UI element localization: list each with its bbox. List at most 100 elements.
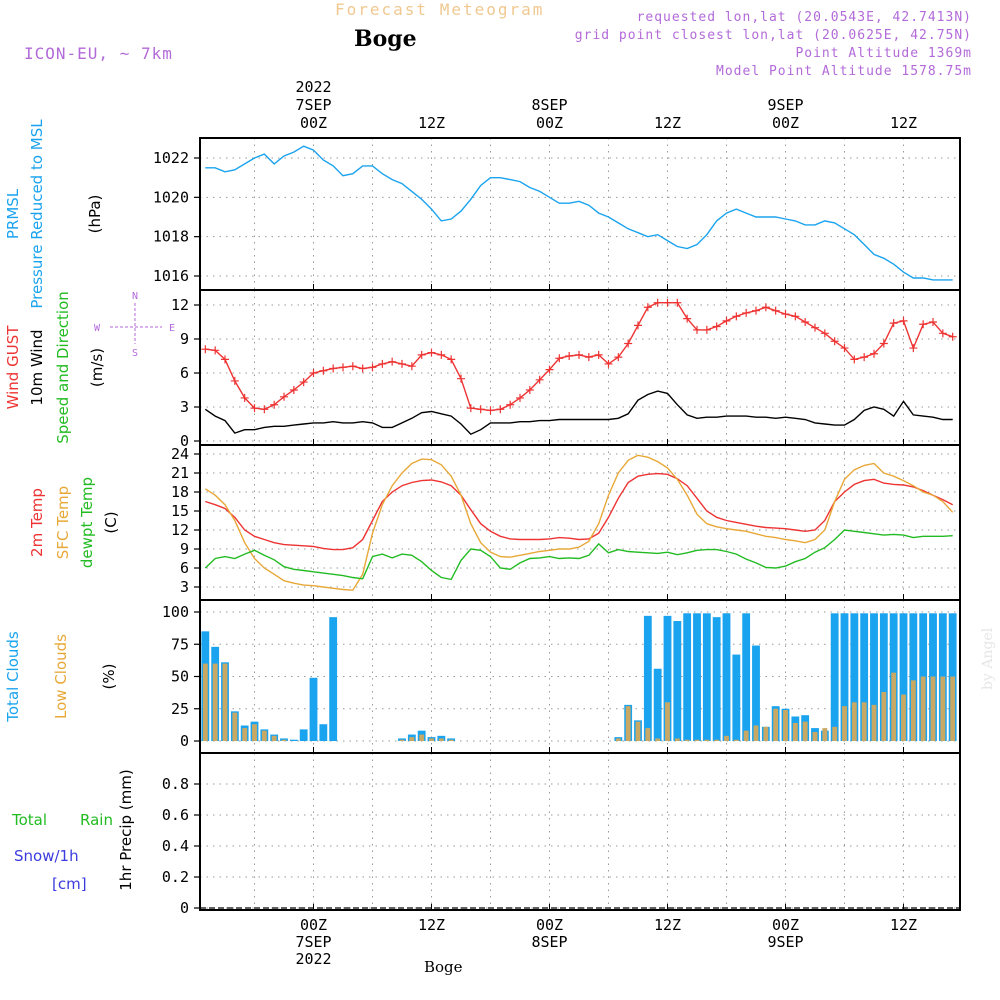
y-tick-label: 0.4	[162, 837, 189, 855]
y-tick-label: 3	[180, 398, 189, 416]
temperature-ylabel: 2m Temp	[28, 488, 46, 557]
wind-gust-marker	[545, 365, 554, 374]
y-tick-label: 0	[180, 432, 189, 450]
wind-gust-marker	[319, 366, 328, 375]
low-cloud-bar	[733, 739, 739, 741]
time-label-bottom: 12Z	[418, 916, 445, 934]
wind-gust-marker	[476, 405, 485, 414]
wind-gust-marker	[575, 350, 583, 359]
y-tick-label: 6	[180, 364, 189, 382]
clouds-ylabel: Low Clouds	[52, 634, 70, 719]
precip-label-snow: Snow/1h	[14, 847, 79, 865]
wind-gust-marker	[702, 325, 711, 334]
total-cloud-bar	[830, 613, 839, 741]
y-tick-label: 1020	[153, 188, 189, 206]
model-label: ICON-EU, ~ 7km	[24, 44, 173, 63]
wind-gust-marker	[653, 298, 662, 307]
total-cloud-bar	[299, 729, 308, 741]
wind-gust-marker	[388, 357, 397, 366]
low-cloud-bar	[832, 726, 838, 741]
wind-gust-marker	[889, 319, 898, 328]
model-altitude: Model Point Altitude 1578.75m	[716, 64, 972, 79]
wind-gust-marker	[201, 345, 210, 354]
low-cloud-bar	[910, 680, 916, 741]
y-tick-label: 0.6	[162, 806, 189, 824]
total-cloud-bar	[643, 615, 652, 741]
precip-frame	[199, 752, 961, 911]
compass-south: S	[132, 348, 138, 359]
time-label-top: 8SEP	[531, 96, 567, 114]
y-tick-label: 15	[171, 502, 189, 520]
y-tick-label: 50	[171, 668, 189, 686]
total-cloud-bar	[712, 617, 721, 741]
low-cloud-bar	[753, 725, 759, 741]
total-cloud-bar	[752, 645, 760, 741]
wind-gust-marker	[634, 321, 642, 330]
wind-gust-marker	[870, 349, 878, 358]
total-cloud-bar	[319, 724, 328, 741]
y-tick-label: 12	[171, 296, 189, 314]
low-cloud-bar	[674, 738, 680, 741]
low-cloud-bar	[851, 702, 857, 741]
total-cloud-bar	[732, 654, 741, 741]
low-cloud-bar	[940, 676, 946, 741]
low-cloud-bar	[724, 735, 729, 741]
wind-ylabel: (m/s)	[88, 348, 106, 387]
axes-layer	[194, 137, 961, 911]
time-label-bottom: 2022	[295, 950, 331, 968]
total-cloud-bar	[722, 613, 731, 741]
total-cloud-bar	[673, 621, 682, 741]
total-cloud-bar	[447, 738, 456, 741]
y-tick-label: 24	[171, 445, 189, 463]
low-cloud-bar	[399, 739, 405, 741]
wind-gust-marker	[584, 353, 593, 362]
wind-gust-marker	[909, 344, 918, 353]
y-tick-label: 75	[171, 635, 189, 653]
time-label-bottom: 9SEP	[767, 933, 803, 951]
temperature-series-0	[205, 472, 954, 551]
wind-gust-marker	[555, 354, 564, 363]
compass-west: W	[94, 323, 101, 334]
wind-gust-marker	[299, 378, 308, 387]
low-cloud-bar	[842, 706, 847, 741]
wind-gust-marker	[211, 346, 220, 355]
wind-gust-marker	[899, 316, 908, 325]
wind-gust-marker	[280, 392, 288, 401]
wind-gust-marker	[693, 325, 701, 334]
wind-gust-marker	[535, 375, 544, 384]
low-cloud-bar	[655, 738, 661, 741]
wind-gust-marker	[594, 350, 603, 359]
time-label-top: 00Z	[536, 114, 563, 132]
y-tick-label: 100	[162, 603, 189, 621]
wind-gust-marker	[663, 298, 672, 307]
y-tick-label: 21	[171, 464, 189, 482]
time-label-bottom: 12Z	[654, 916, 681, 934]
wind-gust-marker	[673, 298, 682, 307]
temperature-ylabel: dewpt Temp	[78, 477, 96, 568]
wind-gust-marker	[565, 352, 574, 360]
total-cloud-bar	[693, 613, 701, 741]
time-label-top: 00Z	[300, 114, 327, 132]
total-cloud-bar	[683, 613, 692, 741]
wind-gust-marker	[683, 314, 692, 323]
wind-gust-marker	[289, 386, 298, 394]
total-cloud-bar	[289, 739, 298, 741]
wind-gust-marker	[368, 363, 377, 372]
wind-series-1	[204, 390, 953, 436]
time-label-top: 2022	[295, 78, 331, 96]
requested-coords: requested lon,lat (20.0543E, 42.7413N)	[636, 10, 972, 25]
point-altitude: Point Altitude 1369m	[795, 46, 972, 61]
wind-gust-marker	[732, 312, 741, 321]
low-cloud-bar	[743, 730, 749, 741]
clouds-ylabel: (%)	[100, 664, 118, 690]
time-label-bottom: 8SEP	[531, 933, 567, 951]
pressure-ylabel: PRMSL	[4, 188, 22, 239]
time-label-top: 9SEP	[767, 96, 803, 114]
wind-gust-marker	[270, 400, 279, 409]
wind-frame	[199, 289, 961, 446]
wind-gust-marker	[712, 322, 721, 331]
low-cloud-bar	[861, 702, 867, 741]
low-cloud-bar	[281, 739, 287, 741]
wind-gust-marker	[427, 348, 436, 357]
